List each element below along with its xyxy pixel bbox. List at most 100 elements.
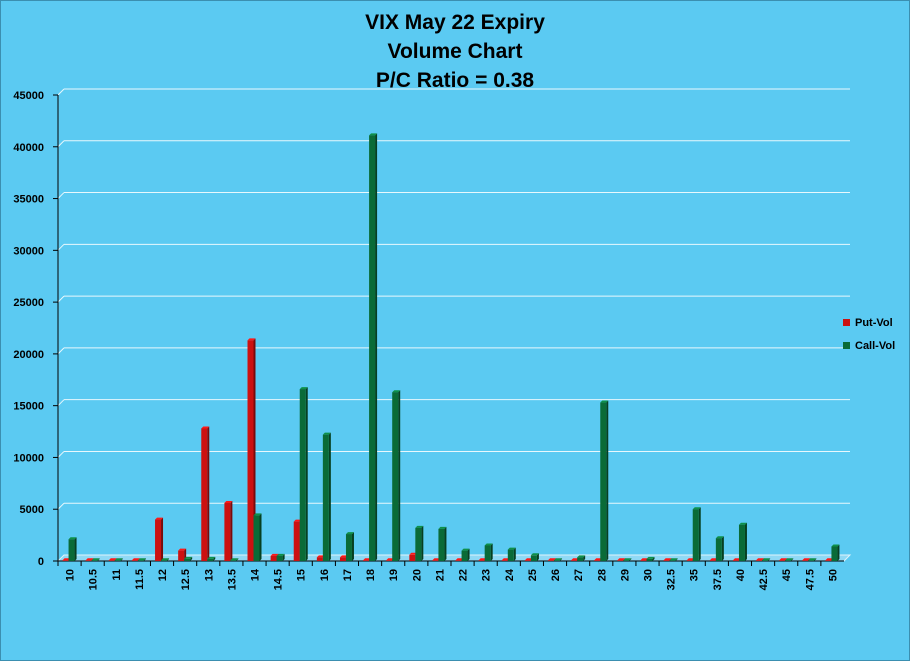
bar-face: [715, 538, 722, 561]
bar-face: [299, 389, 306, 561]
bar-side: [213, 556, 216, 561]
bar-call-vol-13.5: [230, 558, 239, 561]
x-tick-label: 27: [573, 569, 585, 581]
bar-call-vol-37.5: [715, 536, 724, 561]
bar-top: [831, 544, 840, 547]
bar-side: [282, 553, 285, 561]
x-tick-label: 42.5: [758, 569, 770, 590]
bar-top: [756, 558, 765, 561]
bar-call-vol-11: [114, 558, 123, 561]
bar-call-vol-10: [68, 537, 77, 561]
bar-call-vol-18: [369, 133, 378, 562]
x-tick-label: 40: [735, 569, 747, 581]
bar-face: [779, 560, 786, 561]
bar-side: [120, 558, 123, 561]
bar-call-vol-26: [554, 558, 563, 561]
y-tick-label: 5000: [20, 504, 44, 516]
x-tick-label: 18: [365, 569, 377, 581]
legend: Put-Vol Call-Vol: [843, 311, 895, 357]
bar-side: [97, 558, 100, 561]
bar-face: [756, 560, 763, 561]
bar-face: [455, 560, 462, 561]
x-tick-label: 37.5: [712, 569, 724, 590]
bar-side: [236, 558, 239, 561]
bar-side: [814, 558, 817, 561]
gridline-depth: [57, 502, 65, 510]
bar-face: [501, 560, 508, 561]
bar-call-vol-35: [692, 507, 701, 561]
bar-face: [594, 560, 601, 561]
bar-top: [322, 432, 331, 435]
chart-title-line-2: Volume Chart: [387, 40, 523, 63]
y-tick-label: 0: [38, 556, 44, 568]
bar-top: [669, 558, 678, 561]
bar-face: [577, 557, 584, 561]
gridline-depth: [57, 192, 65, 199]
bar-call-vol-24: [507, 547, 516, 561]
bar-face: [600, 402, 607, 561]
chart-title: VIX May 22 Expiry Volume Chart P/C Ratio…: [0, 8, 910, 95]
bar-call-vol-50: [831, 544, 840, 561]
bar-top: [201, 426, 210, 429]
gridline-depth: [57, 88, 65, 96]
bar-face: [201, 428, 208, 561]
x-tick-label: 14: [250, 568, 262, 581]
bar-top: [646, 556, 655, 559]
bar-face: [484, 545, 491, 561]
bar-side: [698, 507, 701, 561]
x-tick-label: 29: [619, 569, 631, 581]
x-tick-label: 11.5: [134, 569, 146, 590]
x-tick-label: 12: [157, 569, 169, 581]
bar-call-vol-19: [392, 390, 401, 561]
bar-side: [143, 558, 146, 561]
bar-side: [167, 558, 170, 561]
bar-face: [831, 546, 838, 561]
x-tick-label: 32.5: [666, 569, 678, 590]
bar-call-vol-29: [623, 558, 632, 561]
bar-side: [536, 553, 539, 561]
gridline-depth: [57, 243, 65, 251]
x-tick-label: 13: [203, 569, 215, 581]
bar-face: [137, 560, 144, 561]
bar-side: [328, 432, 331, 561]
bar-face: [62, 560, 69, 561]
y-tick-label: 10000: [13, 452, 44, 464]
x-tick-label: 23: [481, 569, 493, 581]
bar-top: [808, 558, 817, 561]
x-tick-label: 12.5: [180, 569, 192, 590]
bar-face: [623, 560, 630, 561]
bar-call-vol-47.5: [808, 558, 817, 561]
bar-top: [184, 556, 193, 559]
bar-face: [276, 555, 283, 561]
bar-side: [190, 556, 193, 561]
bar-side: [259, 513, 262, 561]
bar-side: [253, 338, 256, 561]
bar-call-vol-23: [484, 543, 493, 561]
x-tick-label: 20: [411, 569, 423, 581]
bar-call-vol-11.5: [137, 558, 146, 561]
bar-face: [68, 539, 75, 561]
bar-top: [600, 400, 609, 403]
y-tick-label: 15000: [13, 401, 44, 413]
bar-call-vol-20: [415, 525, 424, 561]
bar-top: [270, 553, 279, 556]
bar-face: [530, 555, 537, 561]
bar-top: [715, 536, 724, 539]
bar-top: [299, 387, 308, 390]
bar-top: [114, 558, 123, 561]
bar-face: [432, 560, 439, 561]
bar-top: [617, 558, 626, 561]
bar-side: [768, 558, 771, 561]
bar-top: [276, 553, 285, 556]
bar-face: [207, 558, 214, 561]
x-tick-label: 35: [689, 569, 701, 581]
bar-top: [438, 526, 447, 529]
bar-call-vol-14: [253, 513, 262, 561]
x-tick-label: 45: [781, 569, 793, 581]
y-tick-label: 45000: [13, 90, 44, 102]
bar-face: [91, 560, 98, 561]
bar-top: [369, 133, 378, 136]
x-tick-label: 28: [596, 569, 608, 581]
x-tick-label: 26: [550, 569, 562, 581]
bar-top: [68, 537, 77, 540]
